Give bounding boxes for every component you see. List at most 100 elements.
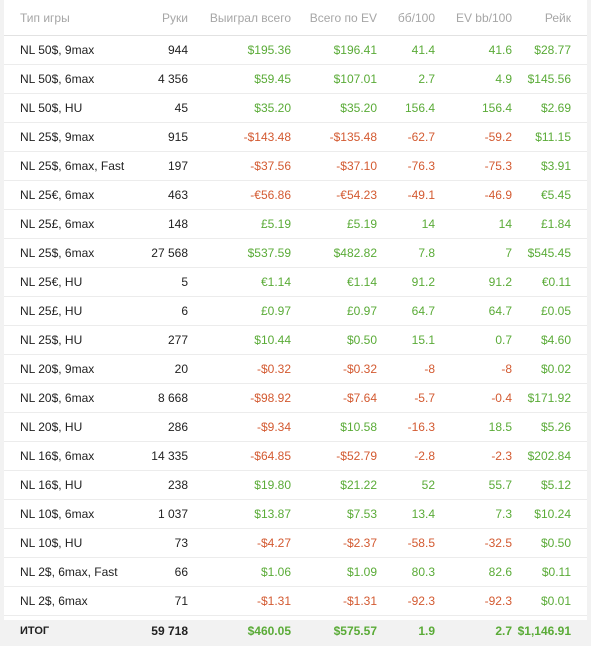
cell-ev-bb100: 91.2 [435, 268, 512, 297]
cell-ev-bb100: 82.6 [435, 558, 512, 587]
cell-game-type: NL 20$, 9max [4, 355, 144, 384]
cell-rake: $171.92 [512, 384, 587, 413]
cell-game-type: NL 16$, 6max [4, 442, 144, 471]
cell-hands: 197 [144, 152, 188, 181]
column-header-bb100[interactable]: бб/100 [377, 0, 435, 36]
cell-rake: €5.45 [512, 181, 587, 210]
cell-bb100: -2.8 [377, 442, 435, 471]
cell-hands: 6 [144, 297, 188, 326]
cell-hands: 14 335 [144, 442, 188, 471]
cell-bb100: -49.1 [377, 181, 435, 210]
cell-ev-total: $35.20 [291, 94, 377, 123]
cell-game-type: NL 10$, HU [4, 529, 144, 558]
cell-won-total: $19.80 [188, 471, 291, 500]
cell-rake: $0.50 [512, 529, 587, 558]
total-ev: $575.57 [291, 616, 377, 646]
cell-hands: 944 [144, 36, 188, 65]
column-header-ev-total[interactable]: Всего по EV [291, 0, 377, 36]
cell-game-type: NL 25$, HU [4, 326, 144, 355]
cell-ev-total: -$52.79 [291, 442, 377, 471]
total-won: $460.05 [188, 616, 291, 646]
cell-bb100: 80.3 [377, 558, 435, 587]
cell-rake: $28.77 [512, 36, 587, 65]
cell-ev-bb100: -32.5 [435, 529, 512, 558]
cell-won-total: $59.45 [188, 65, 291, 94]
cell-hands: 238 [144, 471, 188, 500]
cell-won-total: -$4.27 [188, 529, 291, 558]
cell-ev-bb100: 156.4 [435, 94, 512, 123]
cell-ev-total: -$1.31 [291, 587, 377, 616]
cell-game-type: NL 2$, 6max [4, 587, 144, 616]
cell-ev-bb100: 55.7 [435, 471, 512, 500]
cell-bb100: 91.2 [377, 268, 435, 297]
cell-bb100: -58.5 [377, 529, 435, 558]
cell-rake: $0.02 [512, 355, 587, 384]
column-header-ev-bb100[interactable]: EV bb/100 [435, 0, 512, 36]
table-header-row: Тип игры Руки Выиграл всего Всего по EV … [4, 0, 587, 36]
cell-ev-bb100: -8 [435, 355, 512, 384]
cell-rake: €0.11 [512, 268, 587, 297]
cell-bb100: 41.4 [377, 36, 435, 65]
cell-bb100: -92.3 [377, 587, 435, 616]
cell-game-type: NL 50$, 6max [4, 65, 144, 94]
cell-won-total: -€56.86 [188, 181, 291, 210]
cell-game-type: NL 20$, HU [4, 413, 144, 442]
cell-bb100: 15.1 [377, 326, 435, 355]
cell-ev-bb100: 41.6 [435, 36, 512, 65]
cell-won-total: $195.36 [188, 36, 291, 65]
cell-ev-bb100: -0.4 [435, 384, 512, 413]
cell-hands: 1 037 [144, 500, 188, 529]
cell-rake: $3.91 [512, 152, 587, 181]
cell-game-type: NL 25$, 9max [4, 123, 144, 152]
cell-won-total: -$143.48 [188, 123, 291, 152]
cell-rake: £1.84 [512, 210, 587, 239]
column-header-rake[interactable]: Рейк [512, 0, 587, 36]
cell-hands: 915 [144, 123, 188, 152]
cell-hands: 148 [144, 210, 188, 239]
cell-ev-total: £0.97 [291, 297, 377, 326]
cell-game-type: NL 20$, 6max [4, 384, 144, 413]
cell-hands: 8 668 [144, 384, 188, 413]
cell-bb100: 64.7 [377, 297, 435, 326]
total-label: ИТОГ [4, 616, 144, 646]
cell-won-total: -$37.56 [188, 152, 291, 181]
cell-rake: $10.24 [512, 500, 587, 529]
cell-ev-total: €1.14 [291, 268, 377, 297]
column-header-won-total[interactable]: Выиграл всего [188, 0, 291, 36]
cell-ev-bb100: 64.7 [435, 297, 512, 326]
cell-game-type: NL 25£, 6max [4, 210, 144, 239]
cell-ev-total: -$37.10 [291, 152, 377, 181]
cell-bb100: 13.4 [377, 500, 435, 529]
cell-won-total: -$98.92 [188, 384, 291, 413]
cell-ev-total: $21.22 [291, 471, 377, 500]
cell-game-type: NL 2$, 6max, Fast [4, 558, 144, 587]
cell-ev-total: $1.09 [291, 558, 377, 587]
cell-game-type: NL 25$, 6max [4, 239, 144, 268]
cell-ev-bb100: 14 [435, 210, 512, 239]
column-header-hands[interactable]: Руки [144, 0, 188, 36]
cell-rake: $545.45 [512, 239, 587, 268]
column-header-game-type[interactable]: Тип игры [4, 0, 144, 36]
cell-game-type: NL 50$, 9max [4, 36, 144, 65]
cell-game-type: NL 50$, HU [4, 94, 144, 123]
